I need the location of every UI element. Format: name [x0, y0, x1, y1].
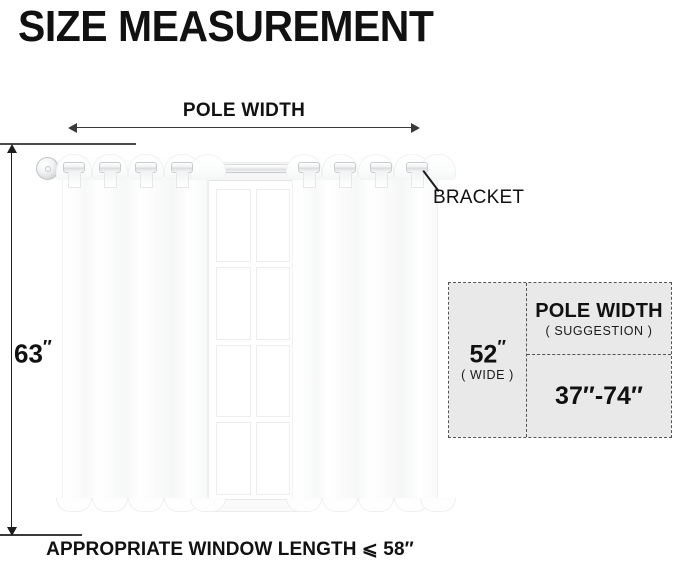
panel-fabric: [292, 166, 438, 500]
arrowhead-left-icon: [68, 122, 77, 133]
finial-detail: [45, 166, 51, 172]
pole-width-label: POLE WIDTH: [182, 100, 306, 121]
grommet-icon: [135, 162, 157, 188]
pole-width-sublabel: ( SUGGESTION ): [545, 323, 653, 338]
width-number: 52: [469, 340, 498, 369]
window-pane: [255, 422, 290, 495]
grommet-icon: [406, 162, 428, 188]
hem-scallop: [92, 498, 128, 512]
hem-scallop: [128, 498, 164, 512]
arrowhead-right-icon: [411, 122, 420, 133]
hem-scallop: [420, 498, 456, 512]
window-pane: [216, 189, 251, 262]
pole-width-dimension-arrow: [68, 122, 420, 134]
height-value-label: 63″: [14, 336, 52, 370]
window-pane: [255, 189, 290, 262]
grommet-icon: [334, 162, 356, 188]
height-tick-bottom: [0, 534, 82, 536]
hem-scallop: [358, 498, 394, 512]
size-info-table: 52″ ( WIDE ) POLE WIDTH ( SUGGESTION ) 3…: [448, 282, 672, 438]
curtain-panel-left: [56, 154, 226, 514]
table-cell-pole-range: 37″-74″: [527, 355, 671, 437]
table-cell-width: 52″ ( WIDE ): [449, 283, 527, 437]
bracket-label: BRACKET: [433, 187, 525, 208]
curtain-rod: [58, 164, 436, 173]
curtain-panel-right: [286, 154, 456, 514]
hem-scallop: [286, 498, 322, 512]
window-pane: [255, 344, 290, 418]
window-pane: [216, 344, 251, 418]
scallop: [190, 154, 226, 180]
window-illustration: [206, 162, 300, 512]
table-right-column: POLE WIDTH ( SUGGESTION ) 37″-74″: [527, 283, 671, 437]
pole-width-title: POLE WIDTH: [535, 299, 663, 322]
arrowhead-down-icon: [6, 527, 17, 536]
panel-hem: [286, 498, 456, 512]
window-panes: [216, 189, 290, 495]
dimension-line: [74, 127, 414, 128]
height-tick-top: [0, 143, 136, 145]
curtain-scene: [36, 140, 456, 536]
height-dimension-arrow: [6, 144, 18, 536]
width-value: 52″: [470, 338, 506, 367]
arrowhead-up-icon: [6, 144, 17, 153]
hem-scallop: [322, 498, 358, 512]
height-number: 63: [14, 338, 43, 369]
grommet-icon: [298, 162, 320, 188]
bottom-caption: APPROPRIATE WINDOW LENGTH ⩽ 58″: [46, 539, 414, 560]
page-title: SIZE MEASUREMENT: [18, 2, 434, 51]
window-pane: [216, 422, 251, 495]
inch-mark: ″: [497, 336, 506, 357]
grommet-icon: [99, 162, 121, 188]
window-pane: [216, 266, 251, 340]
grommet-icon: [171, 162, 193, 188]
window-sill: [206, 499, 300, 511]
pole-width-range: 37″-74″: [555, 381, 643, 410]
inch-mark: ″: [42, 336, 52, 357]
hem-scallop: [56, 498, 92, 512]
width-sublabel: ( WIDE ): [461, 368, 514, 383]
table-cell-pole-width: POLE WIDTH ( SUGGESTION ): [527, 283, 671, 355]
dimension-line-vertical: [11, 150, 12, 530]
panel-hem: [56, 498, 226, 512]
window-pane: [255, 266, 290, 340]
grommet-icon: [63, 162, 85, 188]
panel-fabric: [62, 166, 208, 500]
grommet-icon: [370, 162, 392, 188]
